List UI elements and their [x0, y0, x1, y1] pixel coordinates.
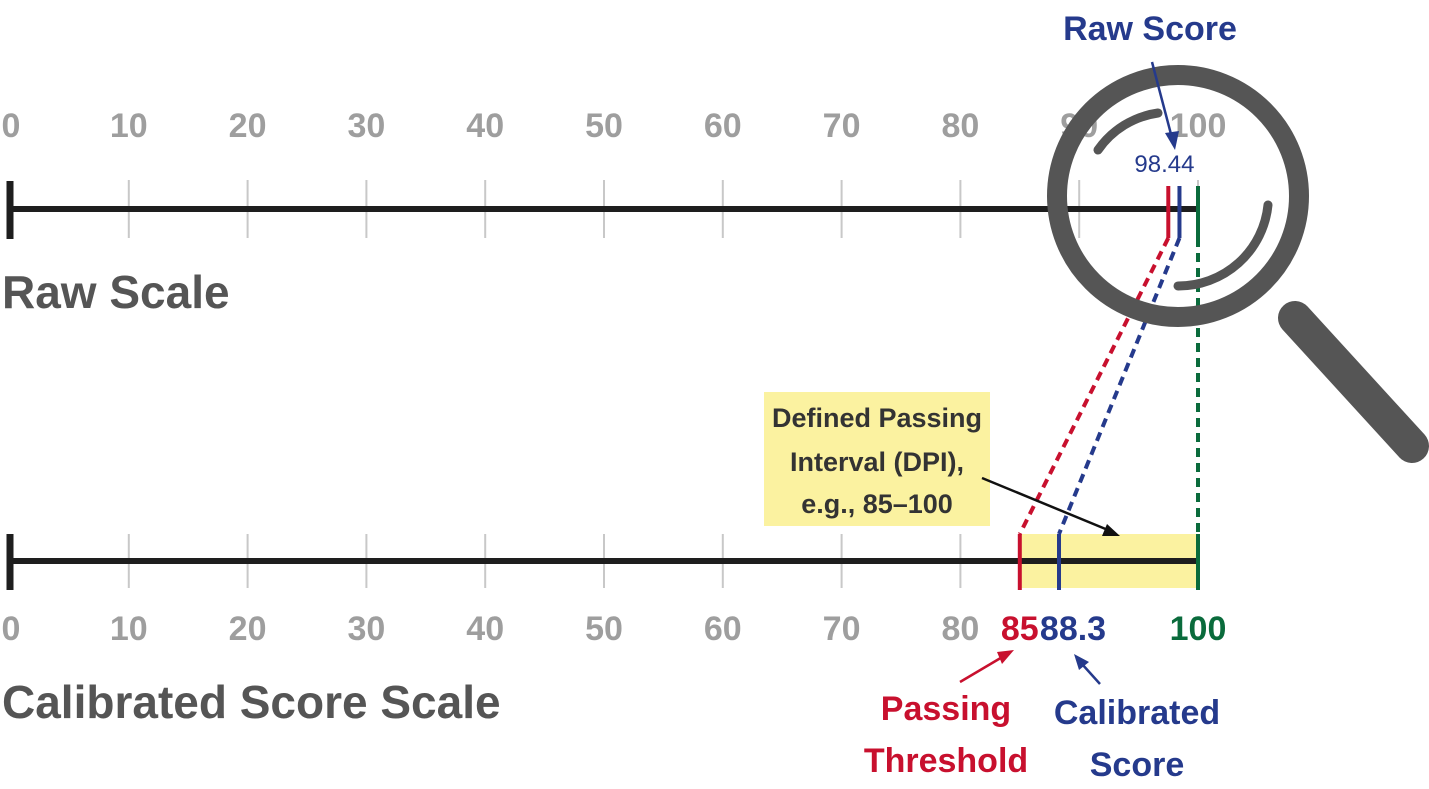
raw-score-arrow	[1150, 61, 1174, 139]
magnifier-icon	[1047, 65, 1429, 463]
magnifier-glint	[1093, 108, 1163, 155]
calibrated-score-callout-line1: Calibrated	[1054, 694, 1220, 732]
tick-label-60: 60	[704, 107, 742, 145]
calibrated-score-arrowhead	[1074, 654, 1089, 670]
tick-label-30: 30	[347, 107, 385, 145]
threshold-projection-line	[1018, 237, 1171, 535]
passing-threshold-callout-line2: Threshold	[864, 742, 1028, 780]
tick-label-50: 50	[585, 610, 623, 648]
dpi-callout-line3: e.g., 85–100	[801, 489, 953, 519]
dpi-arrowhead	[1102, 524, 1120, 536]
tick-label-40: 40	[466, 107, 504, 145]
tick-label-70: 70	[823, 107, 861, 145]
tick-label-20: 20	[229, 610, 267, 648]
passing-threshold-value-label: 85	[1001, 610, 1039, 648]
raw-scale-title: Raw Scale	[2, 266, 230, 318]
passing-threshold-arrowhead	[997, 650, 1014, 664]
tick-label-50: 50	[585, 107, 623, 145]
raw-score-arrowhead	[1165, 131, 1179, 150]
tick-label-20: 20	[229, 107, 267, 145]
tick-label-100: 100	[1170, 107, 1227, 145]
tick-label-30: 30	[347, 610, 385, 648]
calibrated-scale-tick-labels: 0 10 20 30 40 50 60 70 80	[2, 610, 980, 648]
score-projection-line	[1057, 237, 1182, 535]
passing-threshold-callout-line1: Passing	[881, 690, 1011, 728]
tick-label-10: 10	[110, 107, 148, 145]
calibrated-score-callout-line2: Score	[1090, 746, 1185, 784]
tick-label-80: 80	[941, 610, 979, 648]
magnifier-glint	[1173, 200, 1273, 291]
raw-score-value-label: 98.44	[1134, 151, 1194, 178]
tick-label-0: 0	[2, 107, 21, 145]
calibrated-upper-value-label: 100	[1170, 610, 1227, 648]
raw-scale-tick-labels: 0 10 20 30 40 50 60 70 80 90 100	[2, 107, 1227, 145]
magnifier-lens-ring	[1047, 65, 1309, 327]
dpi-arrow	[981, 476, 1109, 532]
tick-label-40: 40	[466, 610, 504, 648]
tick-label-70: 70	[823, 610, 861, 648]
tick-label-10: 10	[110, 610, 148, 648]
calibrated-score-value-label: 88.3	[1040, 610, 1106, 648]
dpi-callout-line2: Interval (DPI),	[790, 447, 964, 477]
tick-label-80: 80	[941, 107, 979, 145]
tick-label-60: 60	[704, 610, 742, 648]
tick-label-0: 0	[2, 610, 21, 648]
dpi-callout-line1: Defined Passing	[772, 403, 982, 433]
calibrated-scale-title: Calibrated Score Scale	[2, 676, 501, 728]
magnifier-handle	[1278, 301, 1429, 463]
calibrated-score-arrow	[1081, 663, 1101, 685]
dpi-callout-box	[764, 392, 990, 526]
passing-threshold-arrow	[959, 654, 1005, 684]
raw-score-callout: Raw Score	[1063, 10, 1237, 48]
